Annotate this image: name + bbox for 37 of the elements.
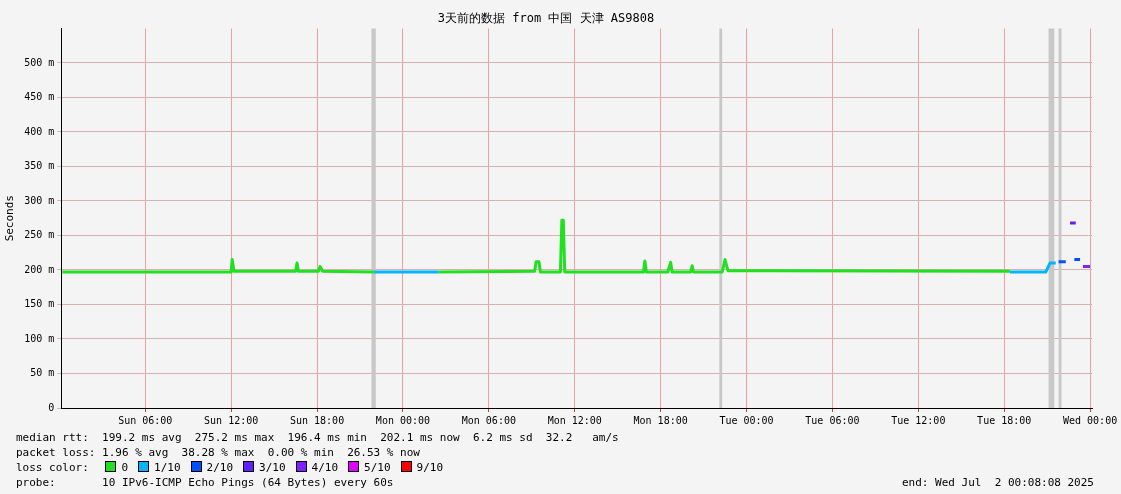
text: end: Wed Jul 2 00:08:08 2025: [901, 475, 1094, 490]
x-tick-label: Wed 00:00: [1063, 414, 1118, 426]
y-tick-label: 500 m: [24, 56, 55, 68]
x-tick-label: Sun 12:00: [204, 414, 259, 426]
y-tick-label: 150 m: [24, 298, 55, 310]
x-tick-label: Tue 06:00: [805, 414, 860, 426]
legend-label: 9/10: [416, 461, 444, 474]
y-tick-label: 450 m: [24, 91, 55, 103]
y-tick-label: 200 m: [24, 263, 55, 275]
y-tick-label: 350 m: [24, 160, 55, 172]
x-tick-label: Sun 18:00: [289, 414, 345, 426]
x-tick-label: Tue 00:00: [719, 414, 774, 426]
x-tick-label: Mon 18:00: [633, 414, 688, 426]
text: median rtt: 199.2 ms avg 275.2 ms max 196.4 ms min 202.1 ms now 6.2 ms sd 32.2 am/s: [16, 430, 620, 445]
x-tick-label: Tue 12:00: [891, 414, 946, 426]
chart-title: 3天前的数据 from 中国 天津 AS9808: [437, 11, 655, 26]
y-tick-label: 0: [48, 401, 55, 413]
legend-label: 4/10: [311, 461, 339, 474]
legend-label: 3/10: [259, 461, 286, 474]
x-tick-label: Mon 12:00: [547, 414, 602, 426]
legend-label: 5/10: [364, 461, 391, 474]
legend-label: 1/10: [154, 461, 181, 474]
x-tick-label: Tue 18:00: [977, 414, 1032, 426]
legend-label: 0: [121, 461, 129, 474]
x-tick-label: Mon 00:00: [375, 414, 431, 426]
y-tick-label: 300 m: [24, 194, 55, 206]
y-tick-label: 50 m: [30, 367, 55, 379]
y-tick-label: 250 m: [24, 229, 55, 241]
legend-title: loss color:: [16, 461, 90, 474]
legend-label: 2/10: [206, 461, 234, 474]
x-tick-label: Mon 06:00: [461, 414, 516, 426]
y-axis-title: Seconds: [3, 195, 17, 242]
text: probe: 10 IPv6-ICMP Echo Pings (64 Bytes) every 60s: [16, 476, 394, 489]
y-tick-label: 400 m: [24, 125, 55, 137]
text: packet loss: 1.96 % avg 38.28 % max 0.00 % min 26.53 % now: [16, 445, 421, 460]
y-tick-label: 100 m: [24, 332, 55, 344]
x-tick-label: Sun 06:00: [118, 414, 173, 426]
